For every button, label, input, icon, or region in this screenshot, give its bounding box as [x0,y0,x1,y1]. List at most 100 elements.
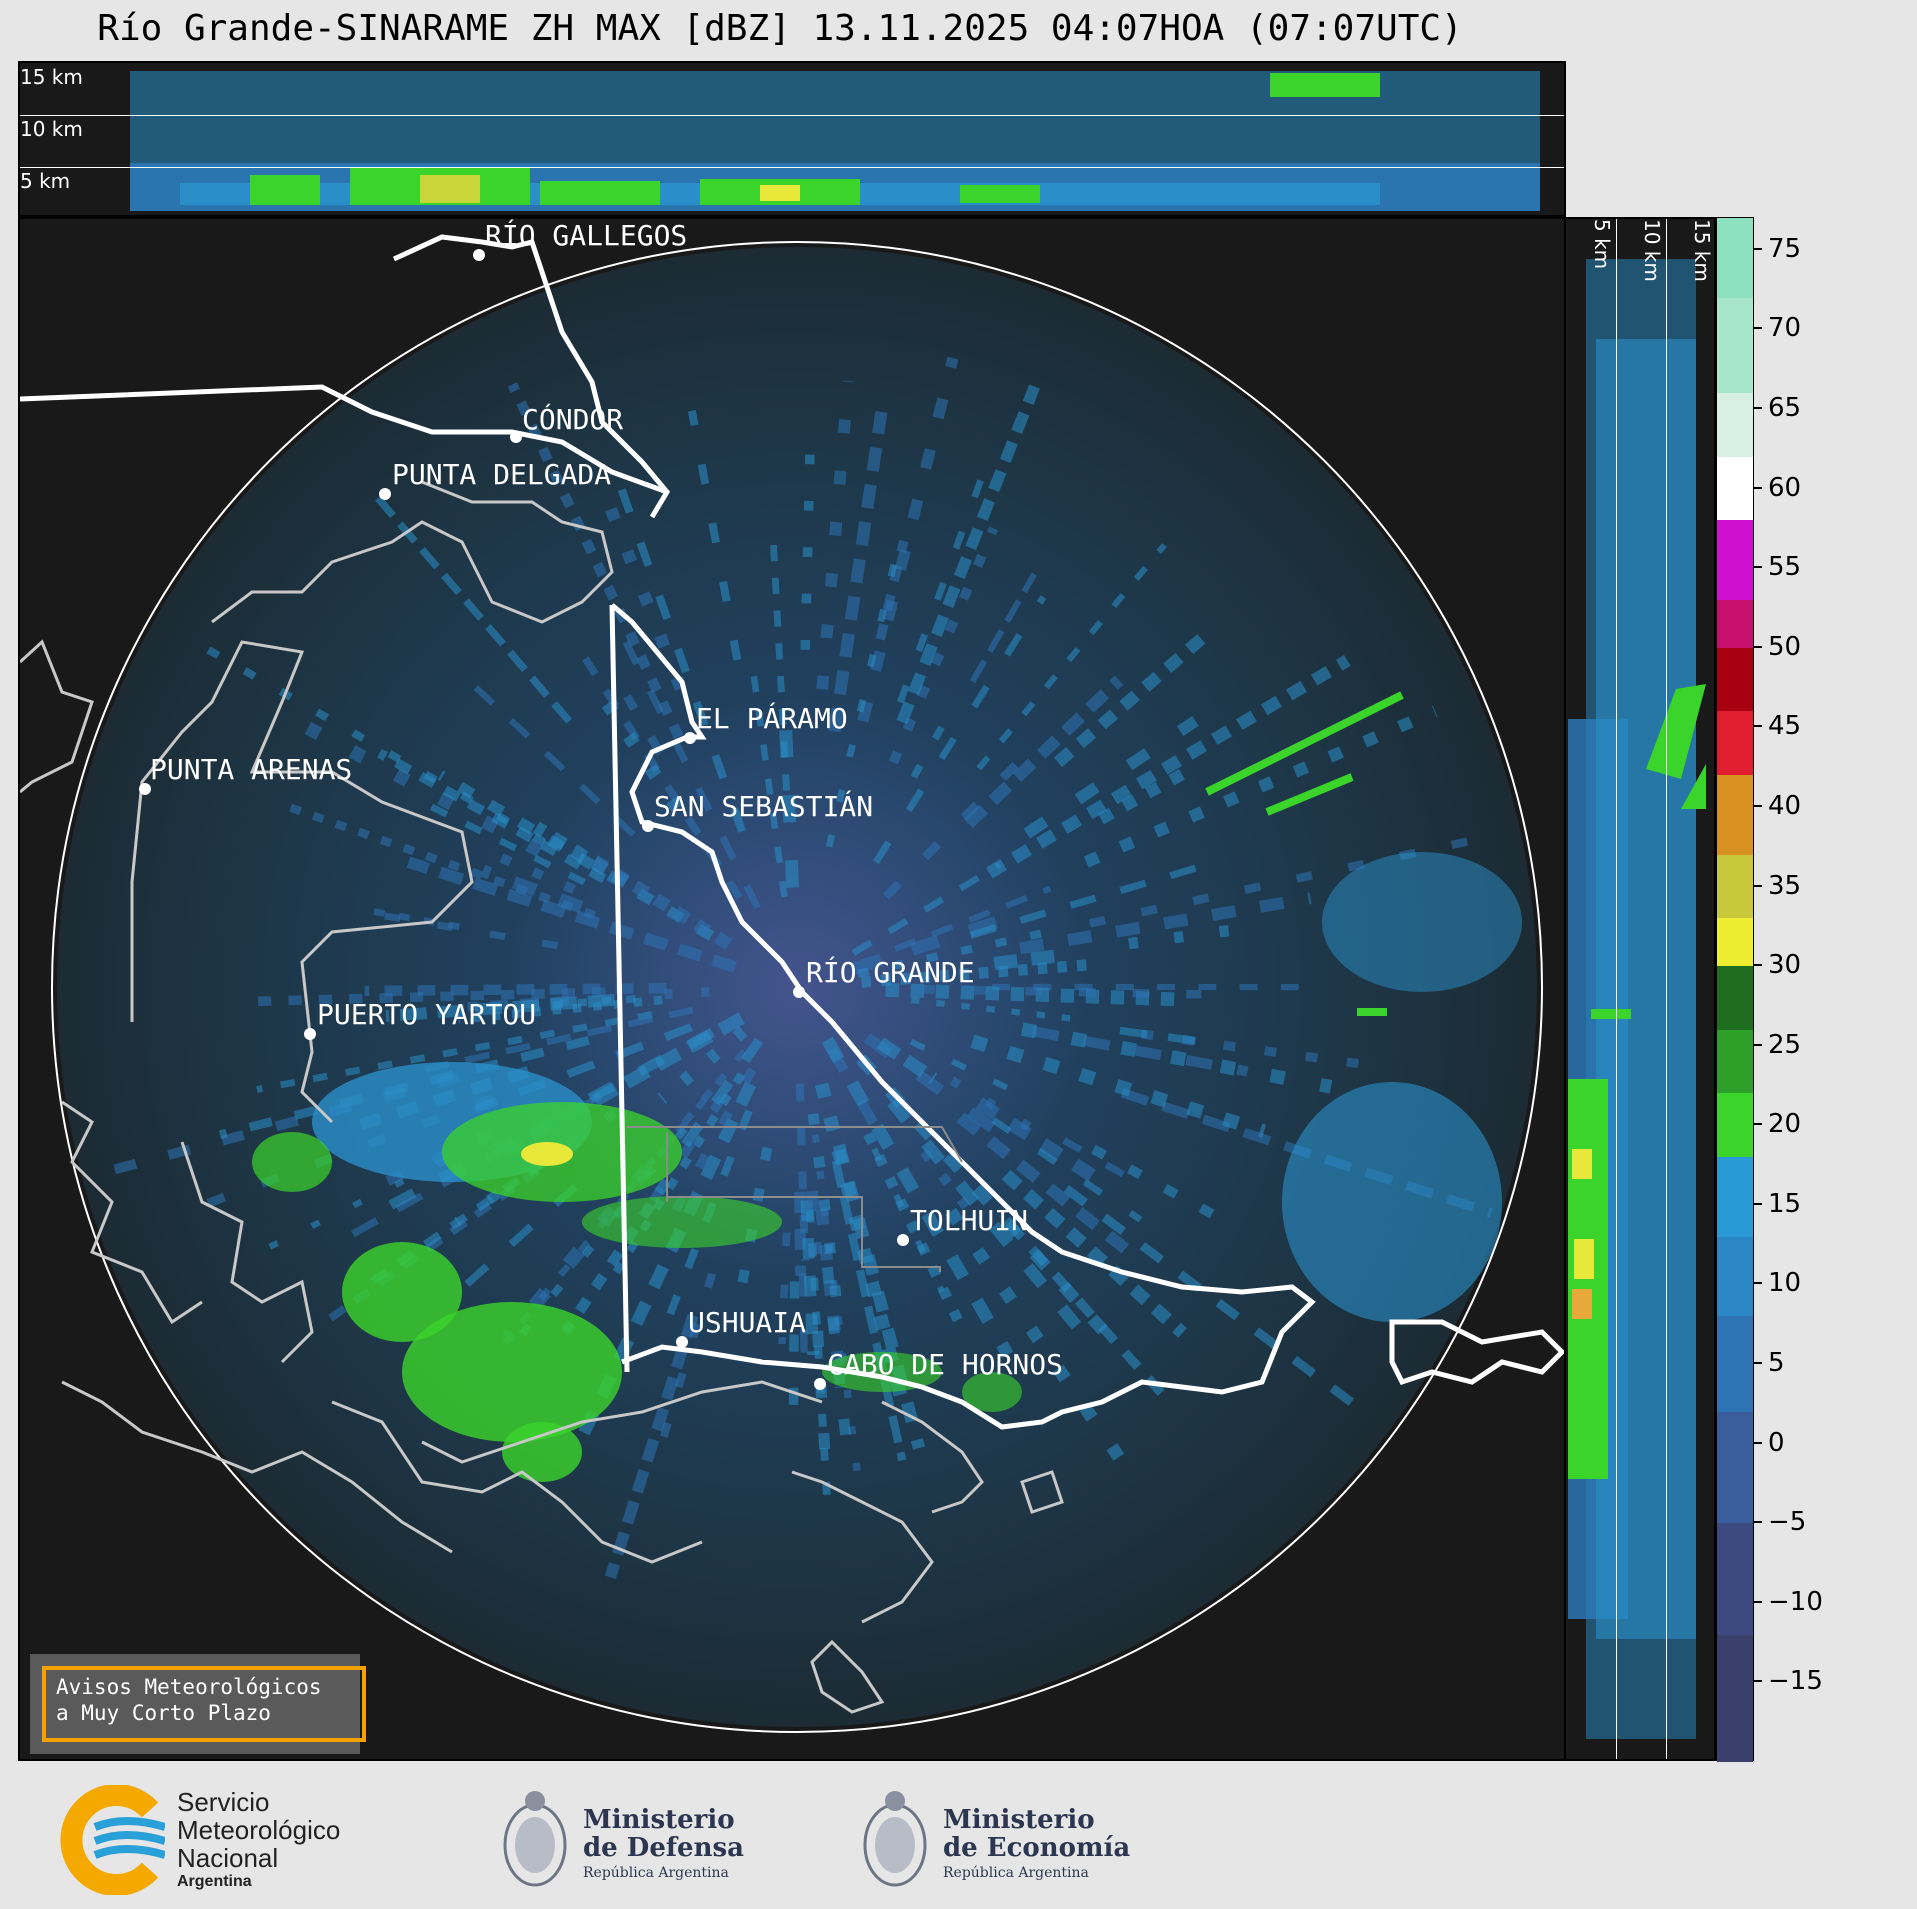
colorbar-tick-label: 55 [1768,552,1802,583]
echo-streak [605,1072,746,1287]
colorbar-tick-label: 50 [1768,631,1802,662]
defensa-line-1: Ministerio [583,1805,735,1835]
colorbar-tick [1754,1202,1762,1205]
colorbar-tick [1754,486,1762,489]
defensa-line-3: República Argentina [583,1865,729,1881]
echo-streak [377,748,607,884]
echo-streak [975,1097,1106,1188]
colorbar-tick [1754,407,1762,409]
colorbar-segment [1717,297,1753,394]
echo-streak [827,1046,881,1130]
echo-streak [361,908,559,950]
echo-streak [778,1232,791,1345]
city-dot-rio-gallegos [473,249,485,261]
city-labels: RÍO GALLEGOS CÓNDOR PUNTA DELGADA PUNTA … [150,219,1063,1381]
chart-title: Río Grande-SINARAME ZH MAX [dBZ] 13.11.2… [97,8,1463,49]
colorbar-tick-label: −10 [1768,1586,1823,1617]
city-label-ushuaia: USHUAIA [688,1306,806,1339]
colorbar-tick [1754,964,1762,967]
echo-streak [623,694,664,755]
colorbar-segment [1717,775,1753,855]
colorbar-segment [1717,218,1753,298]
side-echo-profile [1568,259,1706,1739]
colorbar-segment [1717,1093,1753,1158]
echo-streak [832,1143,926,1450]
colorbar-tick-label: 35 [1768,870,1802,901]
colorbar-tick [1754,1123,1762,1126]
echo-streak [613,474,746,833]
echo-streak [910,997,1077,1023]
side-level-5km: 5 km [1590,219,1614,270]
echo-streak [970,1034,1267,1138]
city-label-punta-arenas: PUNTA ARENAS [150,753,352,786]
city-dot-ushuaia [676,1336,688,1348]
warning-line-1: Avisos Meteorológicos [56,1675,322,1699]
colorbar-tick [1754,1362,1762,1365]
echo-streak [888,526,999,765]
echo-streak [417,797,586,886]
colorbar-tick [1754,804,1762,807]
side-gridline-10km [1666,219,1667,1759]
echo-streak [364,982,667,997]
echo-streak [896,384,1040,725]
economia-line-3: República Argentina [943,1865,1089,1881]
side-level-15km: 15 km [1690,219,1714,282]
echo-streak [368,907,460,931]
economia-logo: Ministerio de Economía República Argenti… [855,1775,1135,1900]
colorbar-segment [1717,1157,1753,1237]
echo-streak [807,1113,846,1326]
city-label-punta-delgada: PUNTA DELGADA [392,458,611,491]
dbz-colorbar [1716,217,1754,1762]
echo-streak [1020,1022,1333,1094]
top-gridline-10km [20,115,1564,116]
echo-streak [277,799,597,920]
smn-line-2: Meteorológico [177,1815,341,1845]
colorbar-tick-label: 20 [1768,1109,1802,1140]
echo-streak [455,1183,578,1296]
colorbar-tick-label: 0 [1768,1427,1785,1458]
warning-box[interactable]: Avisos Meteorológicos a Muy Corto Plazo [30,1654,366,1754]
smn-logo: Servicio Meteorológico Nacional Argentin… [55,1785,395,1895]
echo-streak [857,356,959,723]
top-echo-profile [130,71,1540,211]
colorbar-segment [1717,520,1753,600]
borders-and-roads [20,234,1564,1430]
city-label-puerto-yartou: PUERTO YARTOU [317,998,536,1031]
city-dot-punta-arenas [139,783,151,795]
smn-line-3: Nacional [177,1843,279,1873]
colorbar-segment [1717,918,1753,967]
warning-box-frame: Avisos Meteorológicos a Muy Corto Plazo [42,1666,366,1742]
coastlines [20,480,1064,1714]
echo-streak [821,1036,1014,1358]
colorbar-segment [1717,1634,1753,1762]
echo-streak [805,1190,823,1255]
warning-line-2: a Muy Corto Plazo [56,1701,271,1725]
colorbar-segment [1717,1411,1753,1524]
colorbar-segment [1717,1029,1753,1094]
echo-streak [1053,628,1212,767]
echo-streak [1005,1219,1174,1407]
top-gridline-5km [20,167,1564,168]
echo-streak [1001,1169,1187,1338]
echo-streak [368,488,572,724]
echo-streak [655,1109,753,1344]
colorbar-tick-label: 40 [1768,790,1802,821]
smn-line-1: Servicio [177,1787,270,1817]
echo-streak [458,995,663,1024]
side-height-panel: 5 km 10 km 15 km [1564,217,1716,1761]
colorbar-segment [1717,854,1753,919]
colorbar-tick [1754,1043,1762,1046]
echo-streak [894,885,1052,952]
echo-streak [1032,1026,1249,1077]
city-label-el-paramo: EL PÁRAMO [696,701,848,735]
economia-coat-of-arms-icon [863,1791,927,1887]
echo-streak [863,1032,1009,1142]
smn-line-4: Argentina [177,1873,252,1890]
colorbar-tick [1754,1600,1762,1603]
colorbar-tick [1754,1282,1762,1285]
echo-streak [1119,1026,1197,1045]
echo-streak [687,410,742,661]
colorbar-tick [1754,725,1762,728]
city-label-rio-gallegos: RÍO GALLEGOS [485,219,687,252]
echo-streak [256,1011,653,1093]
